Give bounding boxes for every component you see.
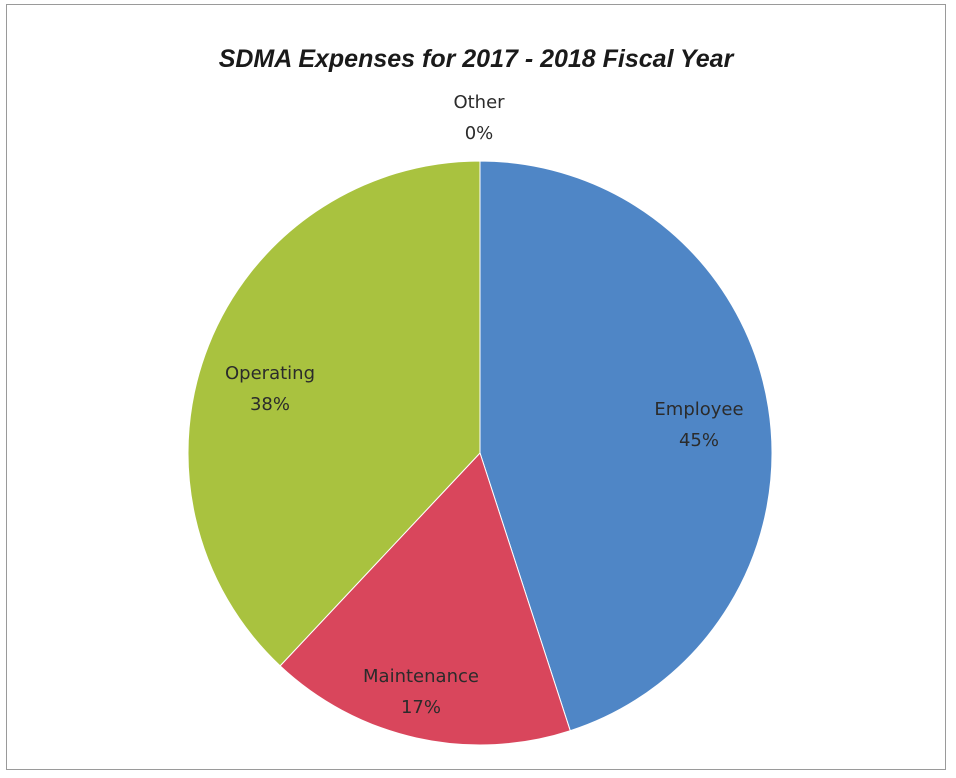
slice-label-employee: Employee — [654, 399, 743, 420]
pie-slice-employee — [479, 160, 773, 732]
slice-label-other: Other — [453, 92, 505, 113]
slice-label-operating: Operating — [225, 363, 315, 384]
slice-percent-maintenance: 17% — [401, 697, 441, 718]
pie-slice-maintenance — [279, 452, 571, 746]
slice-label-maintenance: Maintenance — [363, 666, 479, 687]
pie-slice-operating — [187, 160, 481, 667]
pie-chart: Employee 45% Maintenance 17% Operating 38% Oth… — [187, 92, 773, 746]
chart-title: SDMA Expenses for 2017 - 2018 Fiscal Yea… — [218, 45, 734, 73]
slice-percent-other: 0% — [465, 123, 494, 144]
chart-frame: SDMA Expenses for 2017 - 2018 Fiscal Yea… — [6, 4, 946, 770]
slice-percent-employee: 45% — [679, 430, 719, 451]
slice-percent-operating: 38% — [250, 394, 290, 415]
